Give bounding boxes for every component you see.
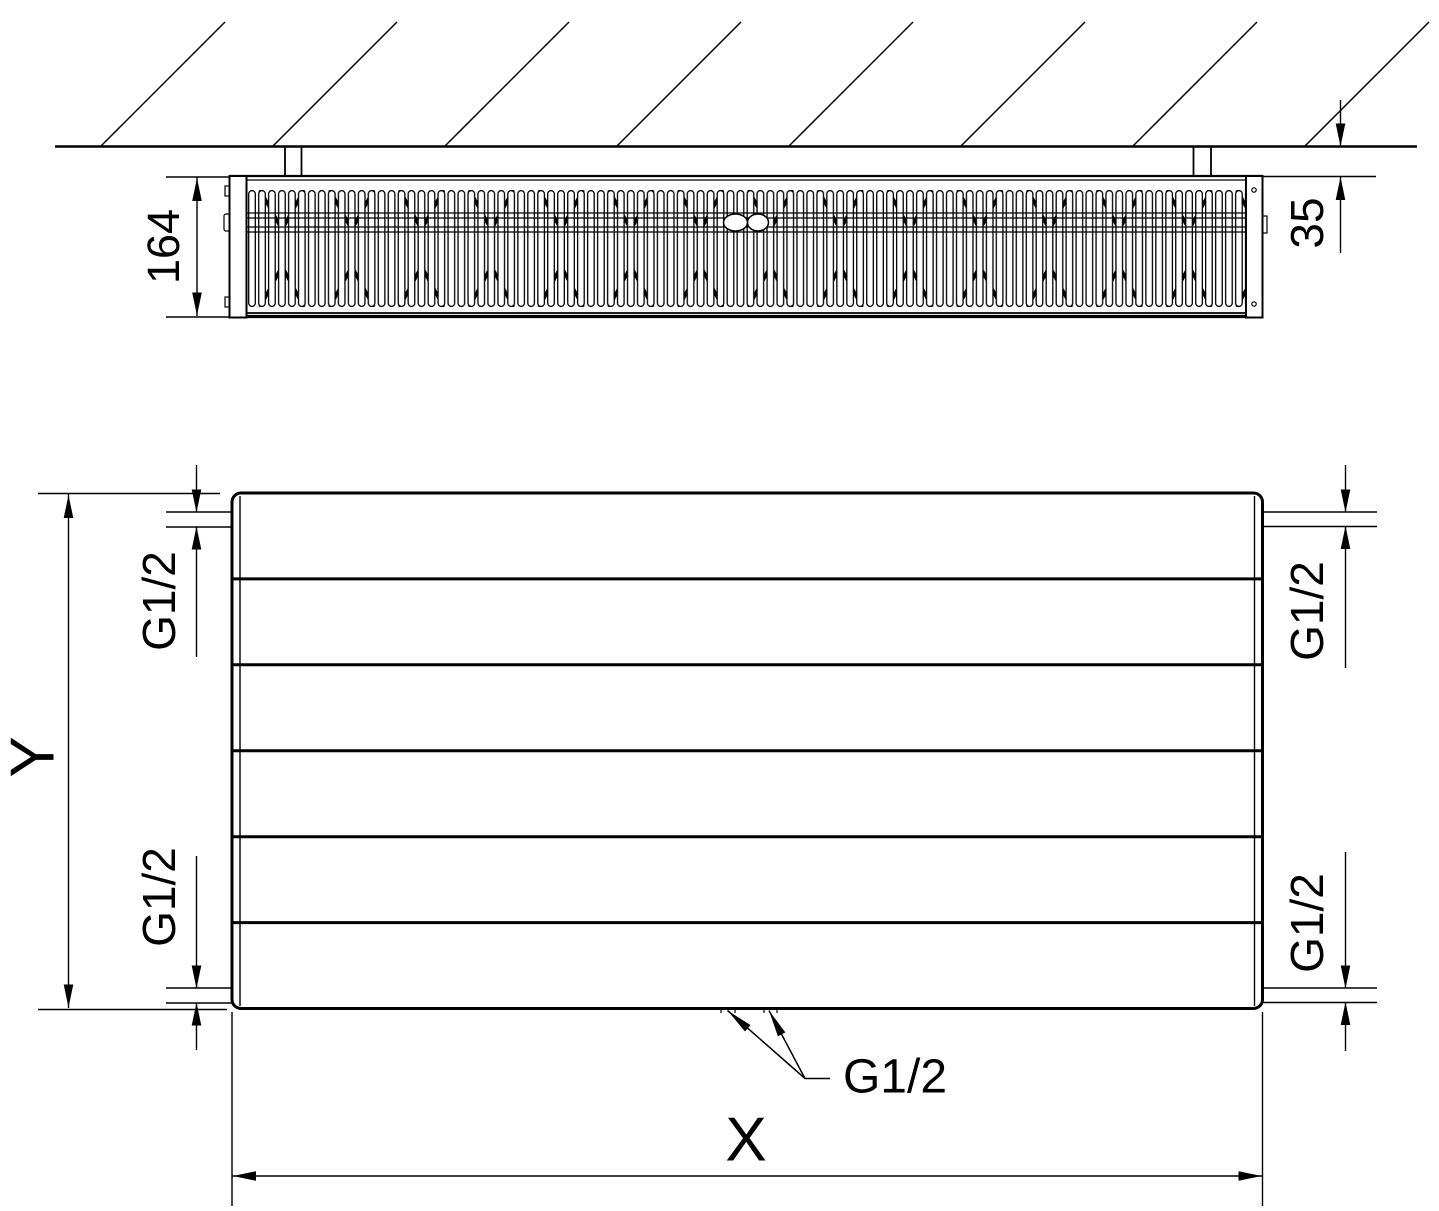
dimension-length-x: X [231,1012,1264,1206]
front-view: G1/2 G1/2 G1/2 [0,465,1377,1206]
label-g12-top-right: G1/2 [1281,561,1333,661]
mounting-bracket-left [284,146,303,176]
top-view-end-plate-right [1245,175,1268,319]
front-panel-groove-lines [232,577,1263,925]
label-g12-bottom-right: G1/2 [1281,873,1333,973]
connection-stub-bottom-right [1262,987,1377,1004]
dimension-depth-164: 164 [138,176,229,318]
bottom-connection-notches [720,1008,778,1013]
top-view-end-plate-left [223,175,248,319]
label-y: Y [0,736,68,777]
wall-hatching [100,21,1430,147]
leader-g12-bottom-center: G1/2 [724,1007,947,1104]
dimension-g12-top-right: G1/2 [1281,465,1351,668]
top-view: 164 35 [55,21,1430,319]
connection-stub-top-right [1262,511,1377,528]
dimension-height-y: Y [0,492,227,1011]
grille-mid-lenses [722,213,770,232]
top-view-body [223,174,1268,319]
connection-stub-bottom-left [166,987,232,1004]
label-g12-bottom-left: G1/2 [133,847,185,947]
mounting-bracket-right [1192,146,1212,176]
label-164: 164 [138,209,189,284]
connection-stubs [166,511,1377,1004]
dimension-g12-bottom-right: G1/2 [1281,852,1351,1051]
label-g12-top-left: G1/2 [133,551,185,651]
connection-stub-top-left [166,511,232,528]
dimension-g12-top-left: G1/2 [133,465,202,657]
top-view-grille [247,190,1246,307]
dimension-wall-clearance-35: 35 [1263,100,1376,253]
label-g12-bottom-center: G1/2 [843,1051,947,1104]
label-x: X [725,1106,766,1175]
dimension-g12-bottom-left: G1/2 [133,847,202,1050]
label-35: 35 [1281,197,1333,248]
